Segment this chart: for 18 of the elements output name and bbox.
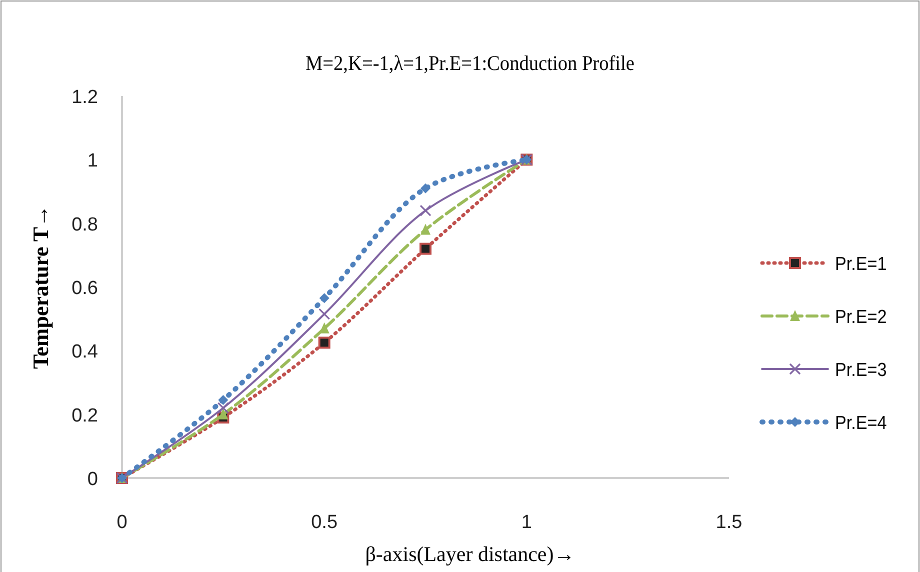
x-axis-title: β-axis(Layer distance)→ — [365, 542, 575, 566]
y-tick-label: 1.2 — [72, 87, 98, 108]
y-axis-title: Temperature T→ — [28, 205, 53, 369]
x-tick-label: 1 — [521, 512, 532, 533]
legend-label: Pr.E=4 — [835, 412, 887, 434]
x-tick-label: 0 — [116, 512, 128, 533]
chart-title: M=2,K=-1,λ=1,Pr.E=1:Conduction Profile — [306, 52, 635, 76]
y-tick-label: 0 — [87, 469, 98, 490]
y-tick-label: 0.8 — [72, 214, 98, 236]
x-tick-label: 0.5 — [311, 512, 338, 533]
y-tick-label: 0.2 — [72, 405, 98, 426]
y-tick-label: 0.4 — [72, 342, 98, 363]
legend-label: Pr.E=1 — [835, 253, 887, 274]
legend-label: Pr.E=2 — [835, 306, 887, 328]
y-tick-label: 1 — [87, 150, 98, 172]
x-tick-label: 1.5 — [716, 512, 742, 533]
legend-label: Pr.E=3 — [835, 359, 887, 380]
y-tick-label: 0.6 — [72, 278, 98, 299]
